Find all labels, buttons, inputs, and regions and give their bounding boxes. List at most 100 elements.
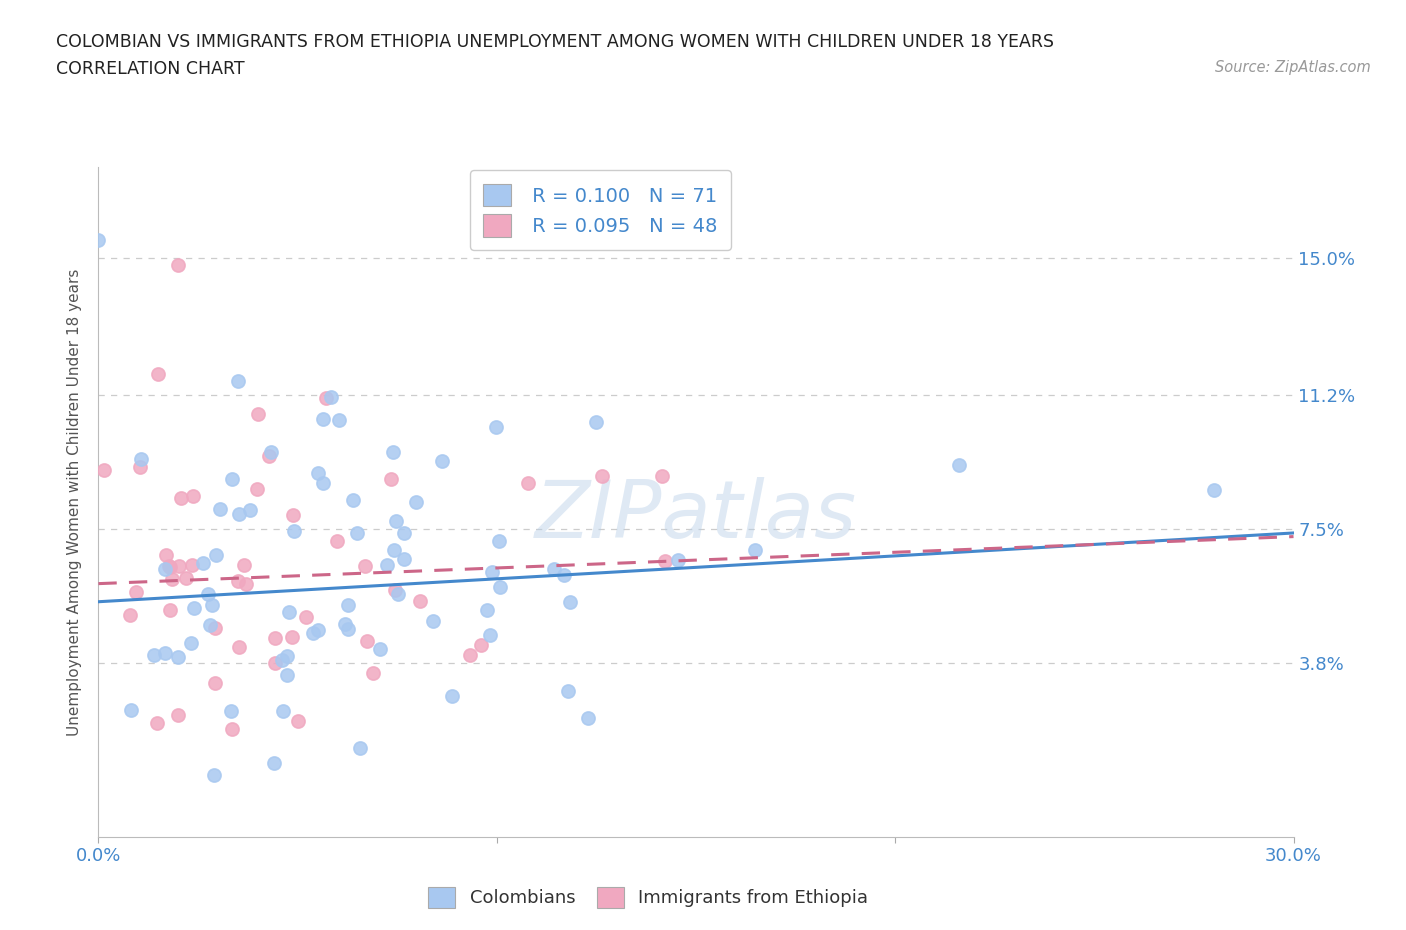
Point [558, 594, 581, 609]
Point [1202, 482, 1225, 497]
Point [159, 603, 181, 618]
Point [93, 462, 115, 477]
Point [228, 640, 250, 655]
Point [204, 548, 226, 563]
Point [422, 614, 444, 629]
Point [948, 458, 970, 472]
Point [354, 559, 377, 574]
Text: CORRELATION CHART: CORRELATION CHART [56, 60, 245, 78]
Point [263, 755, 285, 770]
Point [333, 617, 356, 631]
Point [257, 449, 280, 464]
Point [576, 711, 599, 725]
Point [361, 666, 384, 681]
Point [553, 567, 575, 582]
Point [432, 454, 454, 469]
Point [485, 419, 508, 434]
Point [246, 482, 269, 497]
Point [349, 740, 371, 755]
Y-axis label: Unemployment Among Women with Children Under 18 years: Unemployment Among Women with Children U… [67, 269, 83, 736]
Point [458, 648, 481, 663]
Point [142, 647, 165, 662]
Point [557, 684, 579, 698]
Point [159, 560, 181, 575]
Point [153, 646, 176, 661]
Point [405, 495, 427, 510]
Point [183, 600, 205, 615]
Point [385, 514, 408, 529]
Point [516, 475, 538, 490]
Point [201, 597, 224, 612]
Point [375, 558, 398, 573]
Point [337, 621, 360, 636]
Point [246, 406, 269, 421]
Point [651, 468, 673, 483]
Point [307, 623, 329, 638]
Point [146, 716, 169, 731]
Point [197, 587, 219, 602]
Point [384, 582, 406, 597]
Point [654, 553, 676, 568]
Point [356, 633, 378, 648]
Point [221, 472, 243, 486]
Point [228, 507, 250, 522]
Point [281, 508, 304, 523]
Point [170, 491, 193, 506]
Point [315, 391, 337, 405]
Point [276, 649, 298, 664]
Point [169, 559, 191, 574]
Point [208, 501, 231, 516]
Point [585, 415, 607, 430]
Point [226, 373, 249, 388]
Point [666, 552, 689, 567]
Point [264, 656, 287, 671]
Point [239, 503, 262, 518]
Point [311, 411, 333, 426]
Point [346, 526, 368, 541]
Point [181, 488, 204, 503]
Text: COLOMBIAN VS IMMIGRANTS FROM ETHIOPIA UNEMPLOYMENT AMONG WOMEN WITH CHILDREN UND: COLOMBIAN VS IMMIGRANTS FROM ETHIOPIA UN… [56, 33, 1054, 50]
Point [565, 232, 588, 247]
Point [744, 543, 766, 558]
Point [148, 366, 170, 381]
Point [336, 597, 359, 612]
Point [382, 542, 405, 557]
Point [167, 650, 190, 665]
Point [124, 585, 146, 600]
Point [129, 459, 152, 474]
Text: ZIPatlas: ZIPatlas [534, 476, 858, 554]
Point [271, 653, 294, 668]
Point [301, 625, 323, 640]
Point [204, 675, 226, 690]
Point [368, 642, 391, 657]
Point [166, 708, 188, 723]
Point [204, 620, 226, 635]
Point [221, 722, 243, 737]
Point [311, 475, 333, 490]
Point [155, 548, 177, 563]
Point [280, 630, 302, 644]
Point [232, 558, 254, 573]
Point [441, 688, 464, 703]
Point [478, 628, 501, 643]
Point [176, 571, 198, 586]
Point [276, 667, 298, 682]
Point [328, 413, 350, 428]
Point [591, 468, 613, 483]
Point [283, 524, 305, 538]
Point [409, 594, 432, 609]
Point [295, 610, 318, 625]
Point [120, 607, 142, 622]
Point [307, 465, 329, 480]
Point [380, 472, 402, 486]
Point [87, 232, 110, 247]
Point [319, 389, 342, 404]
Point [121, 703, 143, 718]
Point [287, 713, 309, 728]
Legend: Colombians, Immigrants from Ethiopia: Colombians, Immigrants from Ethiopia [420, 880, 876, 915]
Point [153, 562, 176, 577]
Point [202, 768, 225, 783]
Point [488, 533, 510, 548]
Point [392, 525, 415, 540]
Point [271, 703, 294, 718]
